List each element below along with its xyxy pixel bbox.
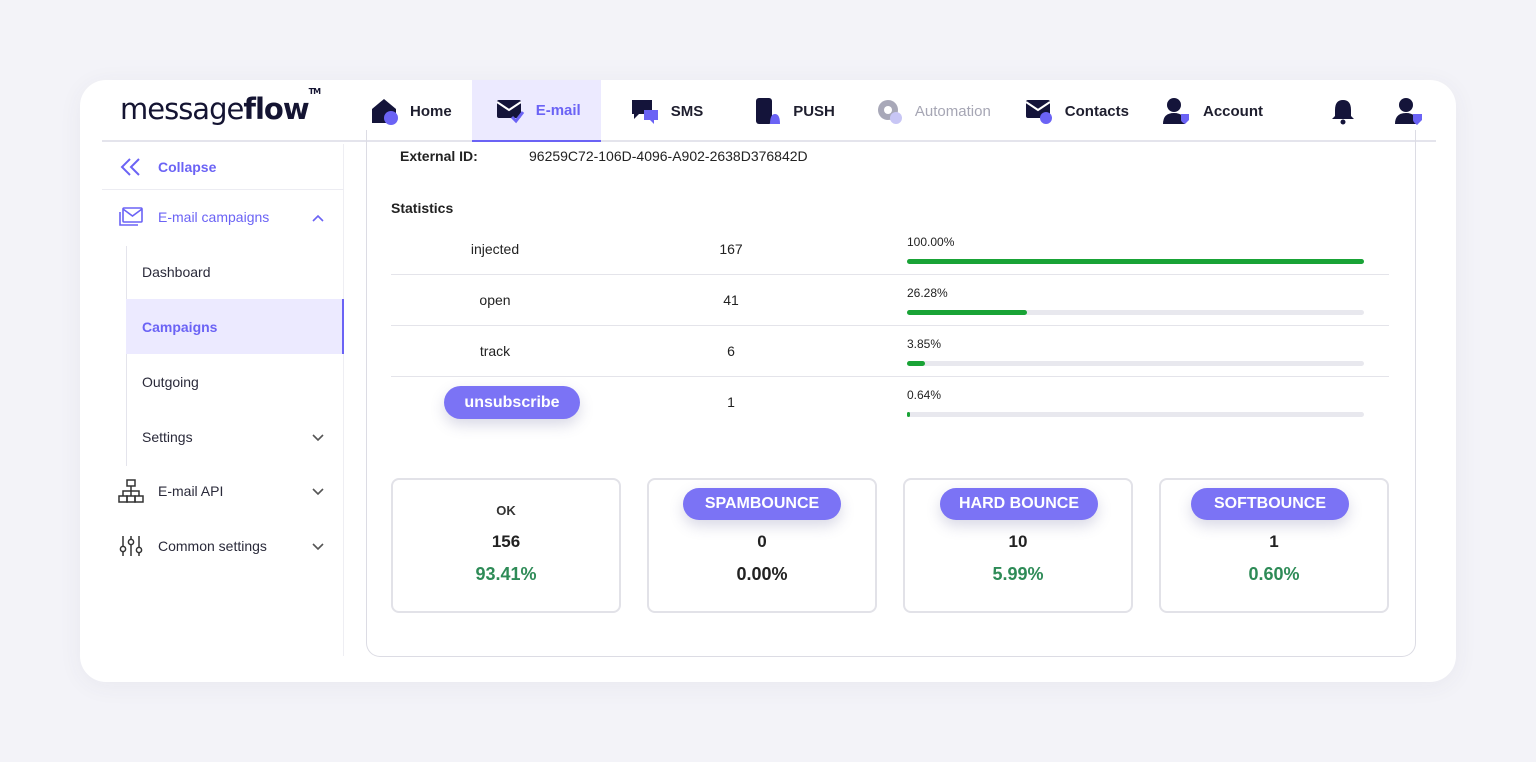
- collapse-button[interactable]: Collapse: [102, 144, 344, 190]
- box-count: 10: [1008, 532, 1028, 551]
- email-campaigns-icon: [116, 205, 146, 229]
- summary-box-ok: OK 156 93.41%: [391, 478, 621, 613]
- nav-contacts[interactable]: Contacts: [1011, 80, 1149, 142]
- stat-percent: 0.64%: [907, 388, 942, 402]
- stat-count: 41: [723, 292, 739, 308]
- network-icon: [116, 479, 146, 503]
- progress-fill: [907, 310, 1028, 315]
- chevron-down-icon: [312, 483, 324, 499]
- submenu-guide-line: [126, 246, 127, 466]
- box-percent: 5.99%: [992, 564, 1044, 584]
- stat-name: track: [479, 343, 511, 359]
- sidebar-item-dashboard[interactable]: Dashboard: [142, 263, 211, 280]
- app-window: messageflowTM Home E-mail SMS: [80, 80, 1456, 682]
- nav-account[interactable]: Account: [1149, 80, 1283, 142]
- nav-automation[interactable]: Automation: [855, 80, 1011, 142]
- stat-row: injected 167 100.00%: [391, 224, 1389, 275]
- progress-fill: [907, 259, 1364, 264]
- sidebar: Collapse E-mail campaigns Dashboard Camp…: [102, 144, 344, 656]
- double-chevron-left-icon: [116, 155, 146, 179]
- home-icon: [368, 95, 400, 127]
- chevron-up-icon: [312, 209, 324, 225]
- stat-row: 1 0.64%: [391, 377, 1389, 428]
- account-icon: [1161, 95, 1193, 127]
- messageflow-logo[interactable]: messageflowTM: [120, 87, 321, 126]
- unsubscribe-highlight-pill: unsubscribe: [444, 386, 580, 419]
- stat-name: injected: [470, 241, 520, 257]
- box-label: OK: [496, 503, 516, 518]
- progress-fill: [907, 412, 910, 417]
- email-icon: [494, 94, 526, 126]
- softbounce-label-pill: SOFTBOUNCE: [1191, 488, 1349, 520]
- stat-row: track 6 3.85%: [391, 326, 1389, 377]
- box-count: 0: [757, 532, 767, 551]
- contacts-icon: [1023, 95, 1055, 127]
- progress-fill: [907, 361, 925, 366]
- stat-count: 167: [719, 241, 743, 257]
- stat-percent: 26.28%: [907, 286, 948, 300]
- chevron-down-icon: [312, 538, 324, 554]
- sidebar-item-outgoing[interactable]: Outgoing: [142, 373, 199, 390]
- bell-icon[interactable]: [1326, 94, 1360, 128]
- stat-name: open: [479, 292, 511, 308]
- box-percent: 0.00%: [736, 564, 788, 584]
- nav-sms[interactable]: SMS: [601, 80, 724, 142]
- nav-home[interactable]: Home: [368, 80, 472, 142]
- hard-bounce-label-pill: HARD BOUNCE: [940, 488, 1098, 520]
- sidebar-item-settings[interactable]: Settings: [126, 409, 344, 464]
- campaign-details-panel: [366, 130, 1416, 657]
- external-id-value: 96259C72-106D-4096-A902-2638D376842D: [529, 148, 808, 164]
- nav-email[interactable]: E-mail: [471, 80, 601, 142]
- box-count: 156: [491, 532, 521, 551]
- progress-bar: [907, 259, 1364, 264]
- sidebar-section-common-settings[interactable]: Common settings: [102, 521, 344, 571]
- statistics-title: Statistics: [391, 200, 454, 216]
- progress-bar: [907, 412, 1364, 417]
- sidebar-item-campaigns[interactable]: Campaigns: [126, 299, 344, 354]
- box-count: 1: [1269, 532, 1279, 551]
- progress-bar: [907, 361, 1364, 366]
- box-percent: 93.41%: [475, 564, 537, 584]
- user-profile-icon[interactable]: [1392, 94, 1426, 128]
- spambounce-label-pill: SPAMBOUNCE: [683, 488, 841, 520]
- progress-bar: [907, 310, 1364, 315]
- main-nav: Home E-mail SMS PUSH: [368, 80, 1283, 142]
- stat-percent: 100.00%: [907, 235, 955, 249]
- header-actions: [1326, 94, 1426, 128]
- stat-row: open 41 26.28%: [391, 275, 1389, 326]
- sms-icon: [629, 95, 661, 127]
- sidebar-section-email-api[interactable]: E-mail API: [102, 466, 344, 516]
- sidebar-section-email-campaigns[interactable]: E-mail campaigns: [102, 194, 344, 240]
- automation-icon: [873, 95, 905, 127]
- sliders-icon: [116, 534, 146, 558]
- push-icon: [751, 95, 783, 127]
- stat-count: 1: [727, 394, 735, 410]
- external-id-label: External ID:: [400, 148, 478, 164]
- stat-count: 6: [727, 343, 735, 359]
- box-percent: 0.60%: [1248, 564, 1300, 584]
- chevron-down-icon: [312, 429, 324, 445]
- top-nav-bar: messageflowTM Home E-mail SMS: [102, 80, 1436, 142]
- stat-percent: 3.85%: [907, 337, 942, 351]
- nav-push[interactable]: PUSH: [723, 80, 855, 142]
